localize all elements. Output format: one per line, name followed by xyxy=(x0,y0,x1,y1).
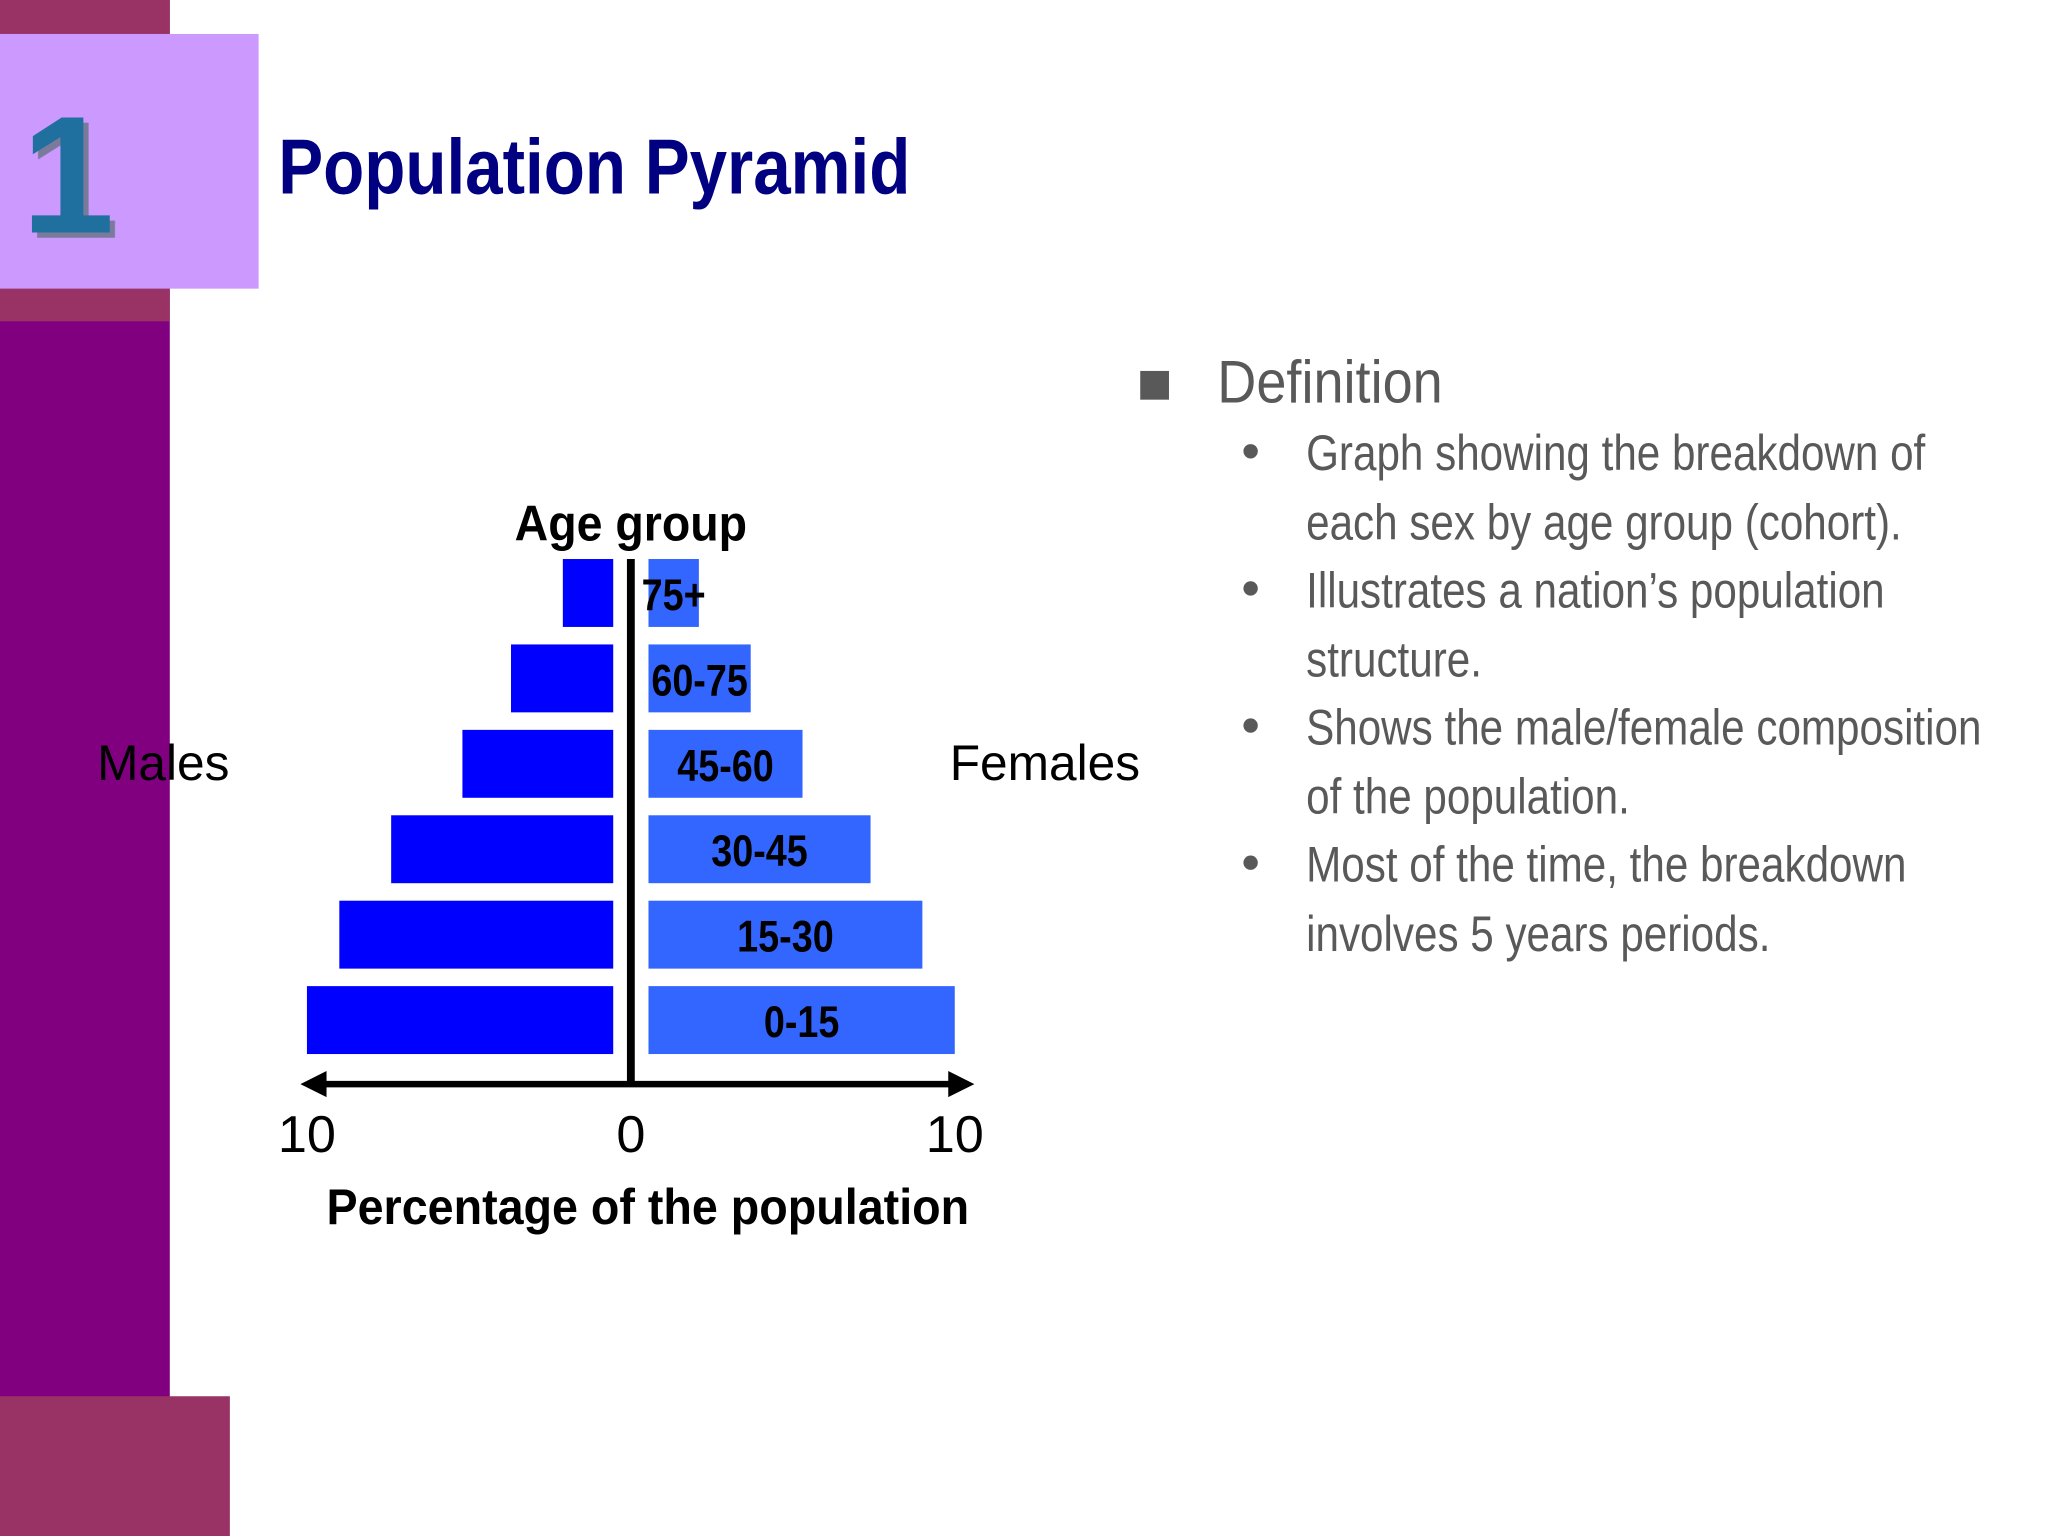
bar xyxy=(562,559,614,627)
bar xyxy=(648,900,923,969)
x-tick-label: 10 xyxy=(278,1106,336,1164)
x-tick-label: 0 xyxy=(616,1106,645,1164)
heading: Definition xyxy=(1139,342,2048,420)
bar xyxy=(648,815,871,884)
bullet: Most of the time, the breakdown involves… xyxy=(1243,832,2048,969)
bar xyxy=(648,729,803,798)
corner-block xyxy=(0,1396,230,1536)
bar xyxy=(339,900,614,969)
axis-arrow xyxy=(300,1071,327,1098)
y-axis-label: Age group xyxy=(515,496,747,552)
slide-number: 1 xyxy=(21,82,114,268)
bar xyxy=(462,729,614,798)
bar xyxy=(648,644,751,713)
number-box xyxy=(0,33,259,289)
square-bullet xyxy=(1140,370,1169,400)
category-label: 0-15 xyxy=(764,997,840,1047)
slide-title: Population Pyramid xyxy=(278,122,910,210)
category-label: 75+ xyxy=(642,570,706,620)
bar xyxy=(391,815,614,884)
category-label: 60-75 xyxy=(651,656,748,706)
bullet-dot xyxy=(1243,418,1261,459)
bullet: Graph showing the breakdown of each sex … xyxy=(1243,421,2048,558)
bullet-dot xyxy=(1243,829,1261,870)
bullet-dot xyxy=(1243,555,1261,596)
bullet-text: Most of the time, the breakdown involves… xyxy=(1306,838,1907,962)
side-strip xyxy=(0,288,170,322)
x-tick-label: 10 xyxy=(926,1106,984,1164)
bullet-dot xyxy=(1243,692,1261,733)
legend-label: Females xyxy=(950,735,1140,791)
bar xyxy=(648,559,699,627)
category-label: 45-60 xyxy=(677,741,774,791)
axis-arrow xyxy=(948,1071,975,1098)
bar xyxy=(511,644,614,713)
bullet: Illustrates a nation’s population struct… xyxy=(1243,558,2048,695)
category-label: 15-30 xyxy=(737,912,834,962)
bullet-text: Shows the male/female composition of the… xyxy=(1306,701,1982,825)
definition-block: Definition Graph showing the breakdown o… xyxy=(1139,342,2048,969)
bullet-text: Graph showing the breakdown of each sex … xyxy=(1306,427,1926,551)
legend-label: Males xyxy=(97,735,229,791)
heading-text: Definition xyxy=(1217,347,1443,416)
bullet-list: Graph showing the breakdown of each sex … xyxy=(1139,421,2048,970)
x-axis-label: Percentage of the population xyxy=(327,1179,970,1235)
bullet-text: Illustrates a nation’s population struct… xyxy=(1306,564,1885,688)
bar xyxy=(306,986,614,1055)
category-label: 30-45 xyxy=(711,826,808,876)
bar xyxy=(648,986,955,1055)
bullet: Shows the male/female composition of the… xyxy=(1243,695,2048,832)
side-strip xyxy=(0,0,170,34)
